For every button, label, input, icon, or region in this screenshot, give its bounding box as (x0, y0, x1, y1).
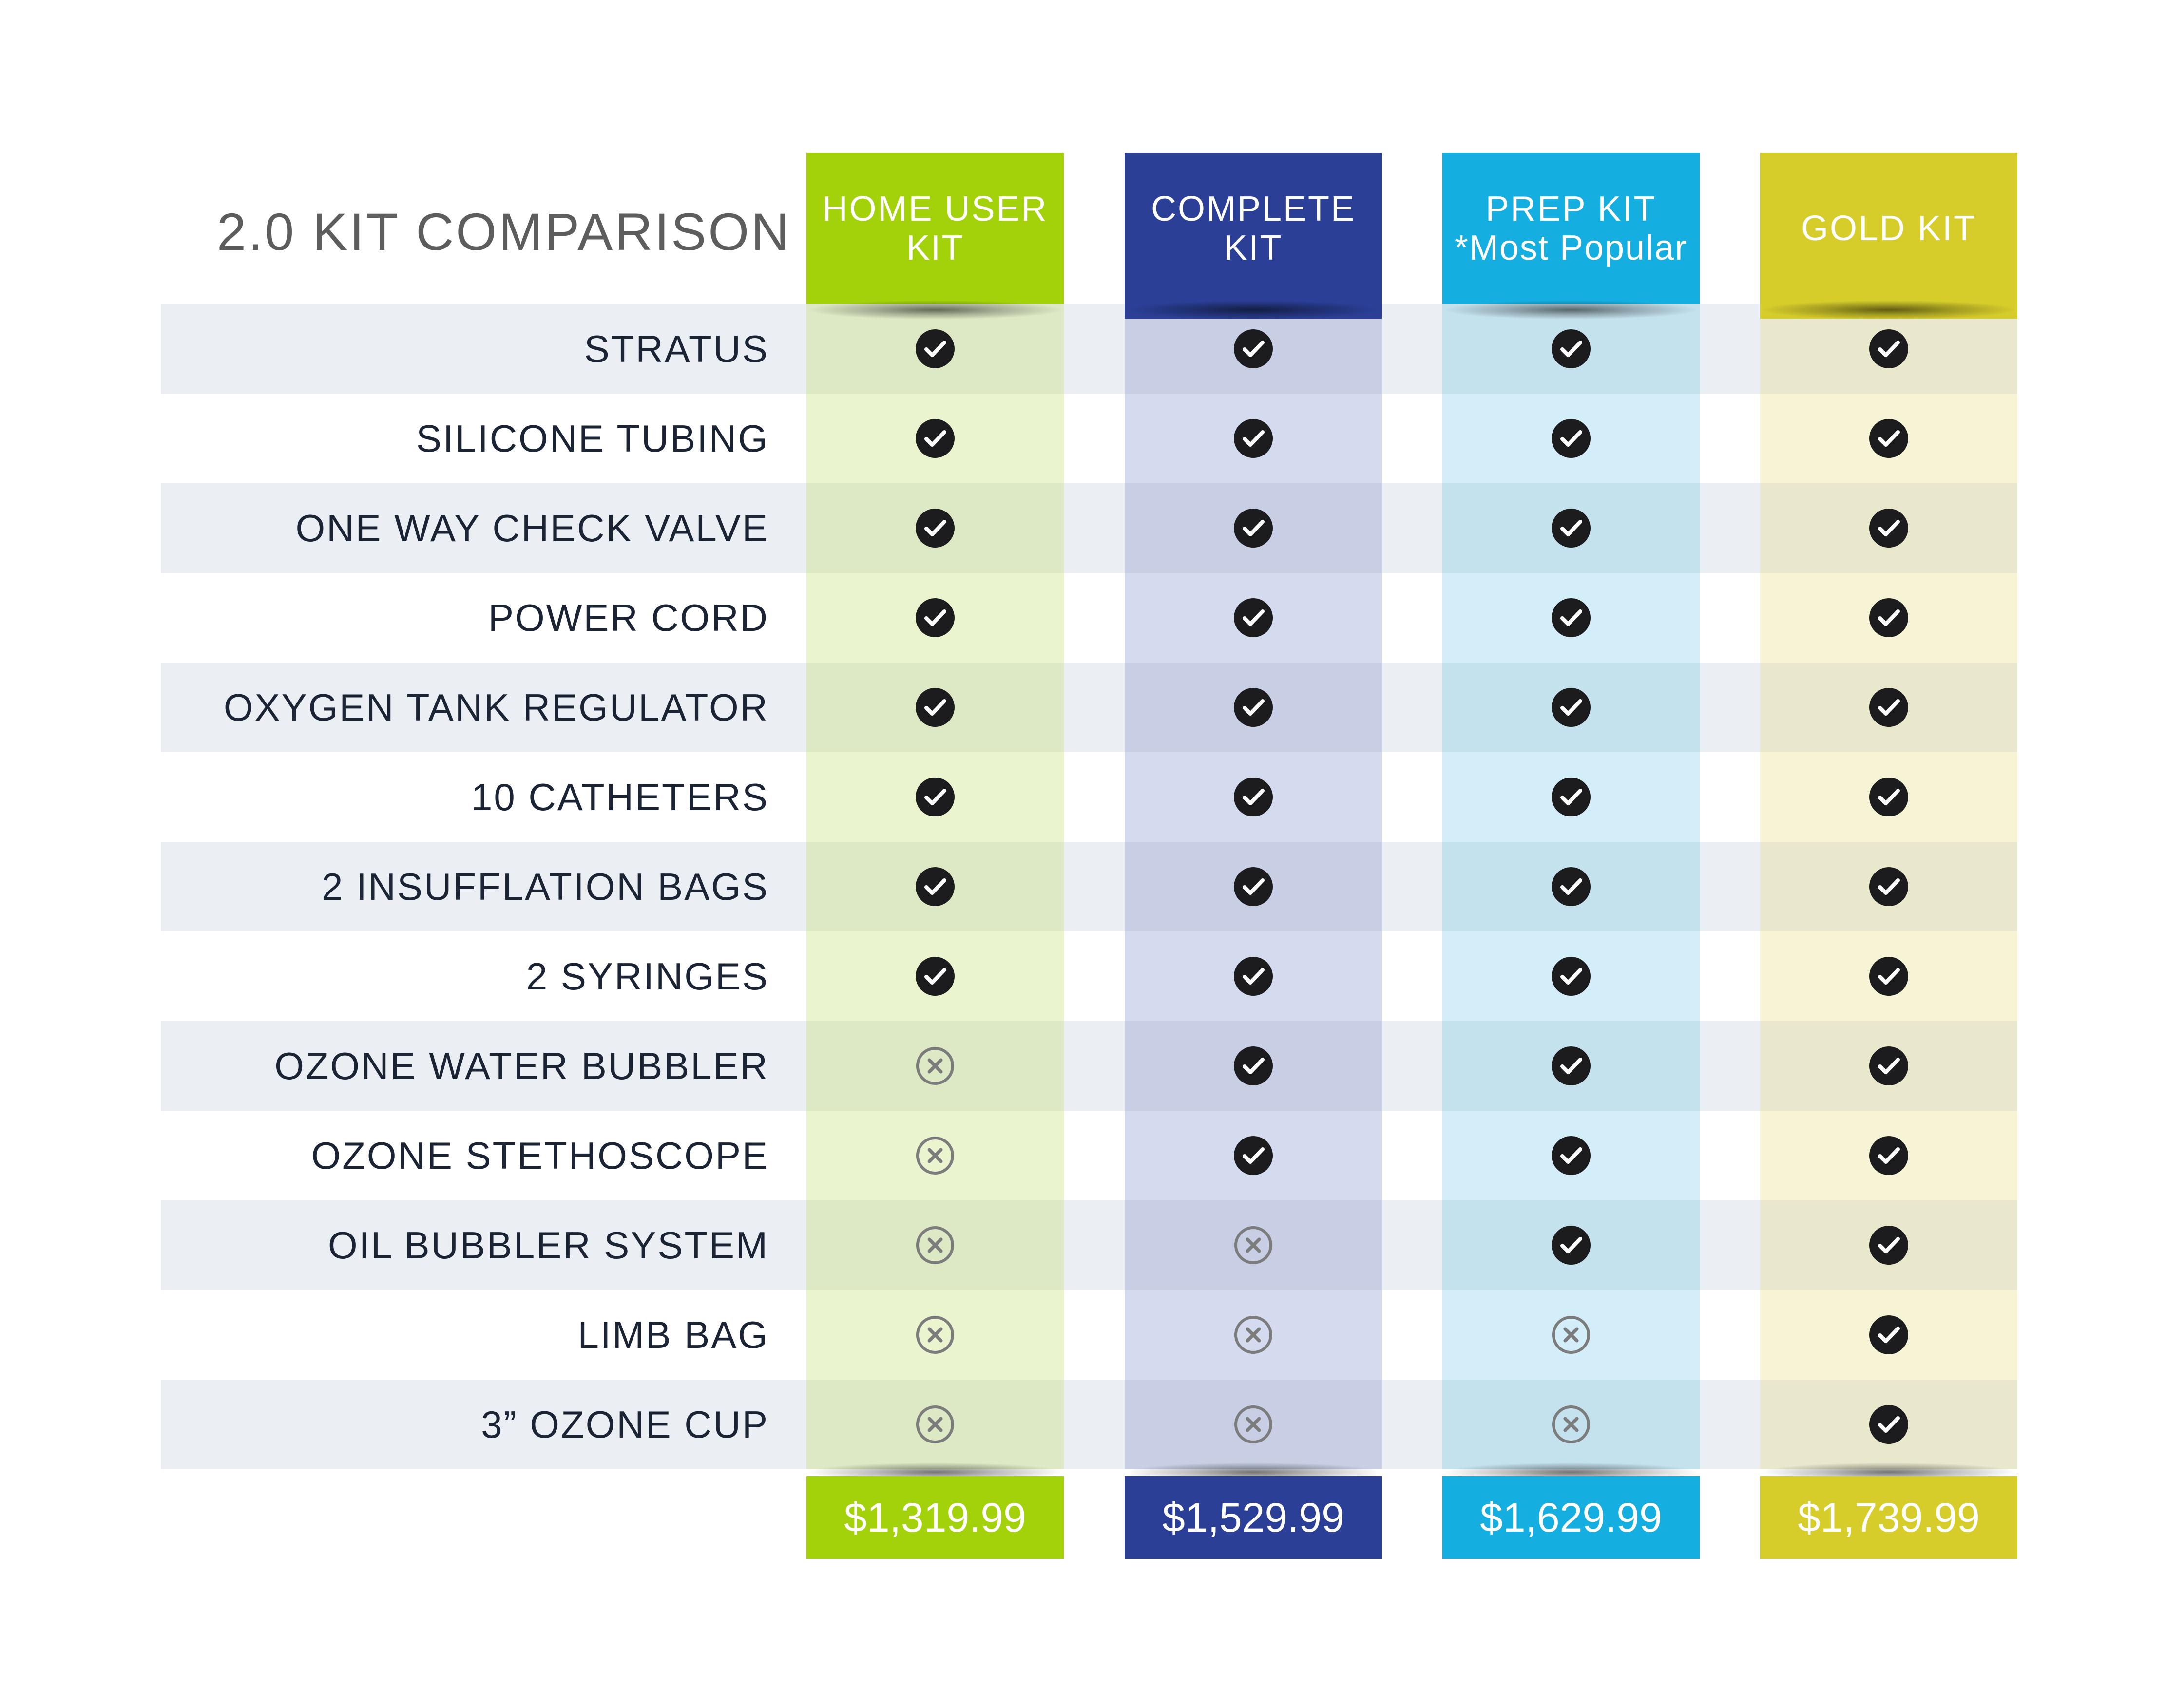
x-circle-icon (1442, 1380, 1700, 1469)
feature-label-limb-bag: LIMB BAG (577, 1313, 769, 1356)
kit-name: PREP KIT (1485, 190, 1657, 228)
check-circle-icon (806, 573, 1064, 663)
x-circle-icon (806, 1290, 1064, 1380)
feature-label-power-cord: POWER CORD (488, 596, 769, 639)
check-circle-icon (1125, 304, 1382, 394)
check-circle-icon (1125, 394, 1382, 483)
check-circle-icon (1442, 752, 1700, 842)
x-circle-icon (1442, 1290, 1700, 1380)
row-band (161, 304, 2013, 394)
check-circle-icon (806, 483, 1064, 573)
feature-label-2-syringes: 2 SYRINGES (526, 954, 769, 998)
kit-subtitle: *Most Popular (1454, 228, 1688, 267)
kit-name: GOLD KIT (1801, 209, 1977, 248)
feature-label-3-ozone-cup: 3” OZONE CUP (481, 1403, 769, 1446)
check-circle-icon (1442, 663, 1700, 752)
x-circle-icon (806, 1380, 1064, 1469)
check-circle-icon (1442, 842, 1700, 931)
feature-label-one-way-check-valve: ONE WAY CHECK VALVE (295, 506, 769, 550)
x-circle-icon (806, 1021, 1064, 1111)
kit-subtitle: KIT (906, 228, 964, 267)
check-circle-icon (1442, 304, 1700, 394)
check-circle-icon (1442, 1111, 1700, 1200)
row-band (161, 483, 2013, 573)
check-circle-icon (1125, 573, 1382, 663)
feature-label-silicone-tubing: SILICONE TUBING (416, 417, 769, 460)
check-circle-icon (1760, 842, 2017, 931)
check-circle-icon (1760, 394, 2017, 483)
feature-label-ozone-stethoscope: OZONE STETHOSCOPE (311, 1134, 769, 1177)
kit-price-2[interactable]: $1,529.99 (1125, 1476, 1382, 1559)
check-circle-icon (1125, 483, 1382, 573)
check-circle-icon (806, 931, 1064, 1021)
kit-name: HOME USER (822, 190, 1048, 228)
check-circle-icon (1125, 1111, 1382, 1200)
check-circle-icon (1442, 1200, 1700, 1290)
check-circle-icon (1125, 842, 1382, 931)
check-circle-icon (1760, 663, 2017, 752)
check-circle-icon (1442, 573, 1700, 663)
x-circle-icon (1125, 1380, 1382, 1469)
check-circle-icon (1125, 752, 1382, 842)
check-circle-icon (806, 394, 1064, 483)
kit-header-1[interactable]: HOME USER KIT (806, 153, 1064, 304)
check-circle-icon (1760, 483, 2017, 573)
x-circle-icon (806, 1111, 1064, 1200)
feature-label-ozone-water-bubbler: OZONE WATER BUBBLER (274, 1044, 769, 1087)
x-circle-icon (1125, 1290, 1382, 1380)
row-band (161, 842, 2013, 931)
check-circle-icon (806, 842, 1064, 931)
kit-price-3[interactable]: $1,629.99 (1442, 1476, 1700, 1559)
check-circle-icon (806, 663, 1064, 752)
check-circle-icon (1760, 1380, 2017, 1469)
check-circle-icon (1760, 752, 2017, 842)
feature-label-2-insufflation-bags: 2 INSUFFLATION BAGS (321, 865, 769, 908)
check-circle-icon (1760, 304, 2017, 394)
kit-price-1[interactable]: $1,319.99 (806, 1476, 1064, 1559)
check-circle-icon (1760, 1021, 2017, 1111)
check-circle-icon (1125, 931, 1382, 1021)
row-band (161, 663, 2013, 752)
check-circle-icon (1442, 483, 1700, 573)
check-circle-icon (806, 304, 1064, 394)
kit-header-4[interactable]: GOLD KIT (1760, 153, 2017, 319)
x-circle-icon (806, 1200, 1064, 1290)
feature-label-oil-bubbler-system: OIL BUBBLER SYSTEM (327, 1223, 769, 1267)
check-circle-icon (1442, 394, 1700, 483)
page-title: 2.0 KIT COMPARISON (217, 202, 791, 261)
feature-label-oxygen-tank-regulator: OXYGEN TANK REGULATOR (223, 685, 769, 729)
check-circle-icon (1760, 931, 2017, 1021)
kit-price-4[interactable]: $1,739.99 (1760, 1476, 2017, 1559)
kit-header-3[interactable]: PREP KIT *Most Popular (1442, 153, 1700, 304)
check-circle-icon (1442, 931, 1700, 1021)
x-circle-icon (1125, 1200, 1382, 1290)
check-circle-icon (1760, 1290, 2017, 1380)
feature-label-stratus: STRATUS (584, 327, 769, 370)
check-circle-icon (1125, 1021, 1382, 1111)
check-circle-icon (806, 752, 1064, 842)
feature-label-10-catheters: 10 CATHETERS (471, 775, 769, 818)
row-band (161, 1380, 2013, 1469)
kit-header-2[interactable]: COMPLETE KIT (1125, 153, 1382, 319)
check-circle-icon (1442, 1021, 1700, 1111)
check-circle-icon (1760, 1111, 2017, 1200)
check-circle-icon (1125, 663, 1382, 752)
row-band (161, 1200, 2013, 1290)
check-circle-icon (1760, 573, 2017, 663)
row-band (161, 1021, 2013, 1111)
check-circle-icon (1760, 1200, 2017, 1290)
kit-name: COMPLETE KIT (1150, 190, 1356, 267)
